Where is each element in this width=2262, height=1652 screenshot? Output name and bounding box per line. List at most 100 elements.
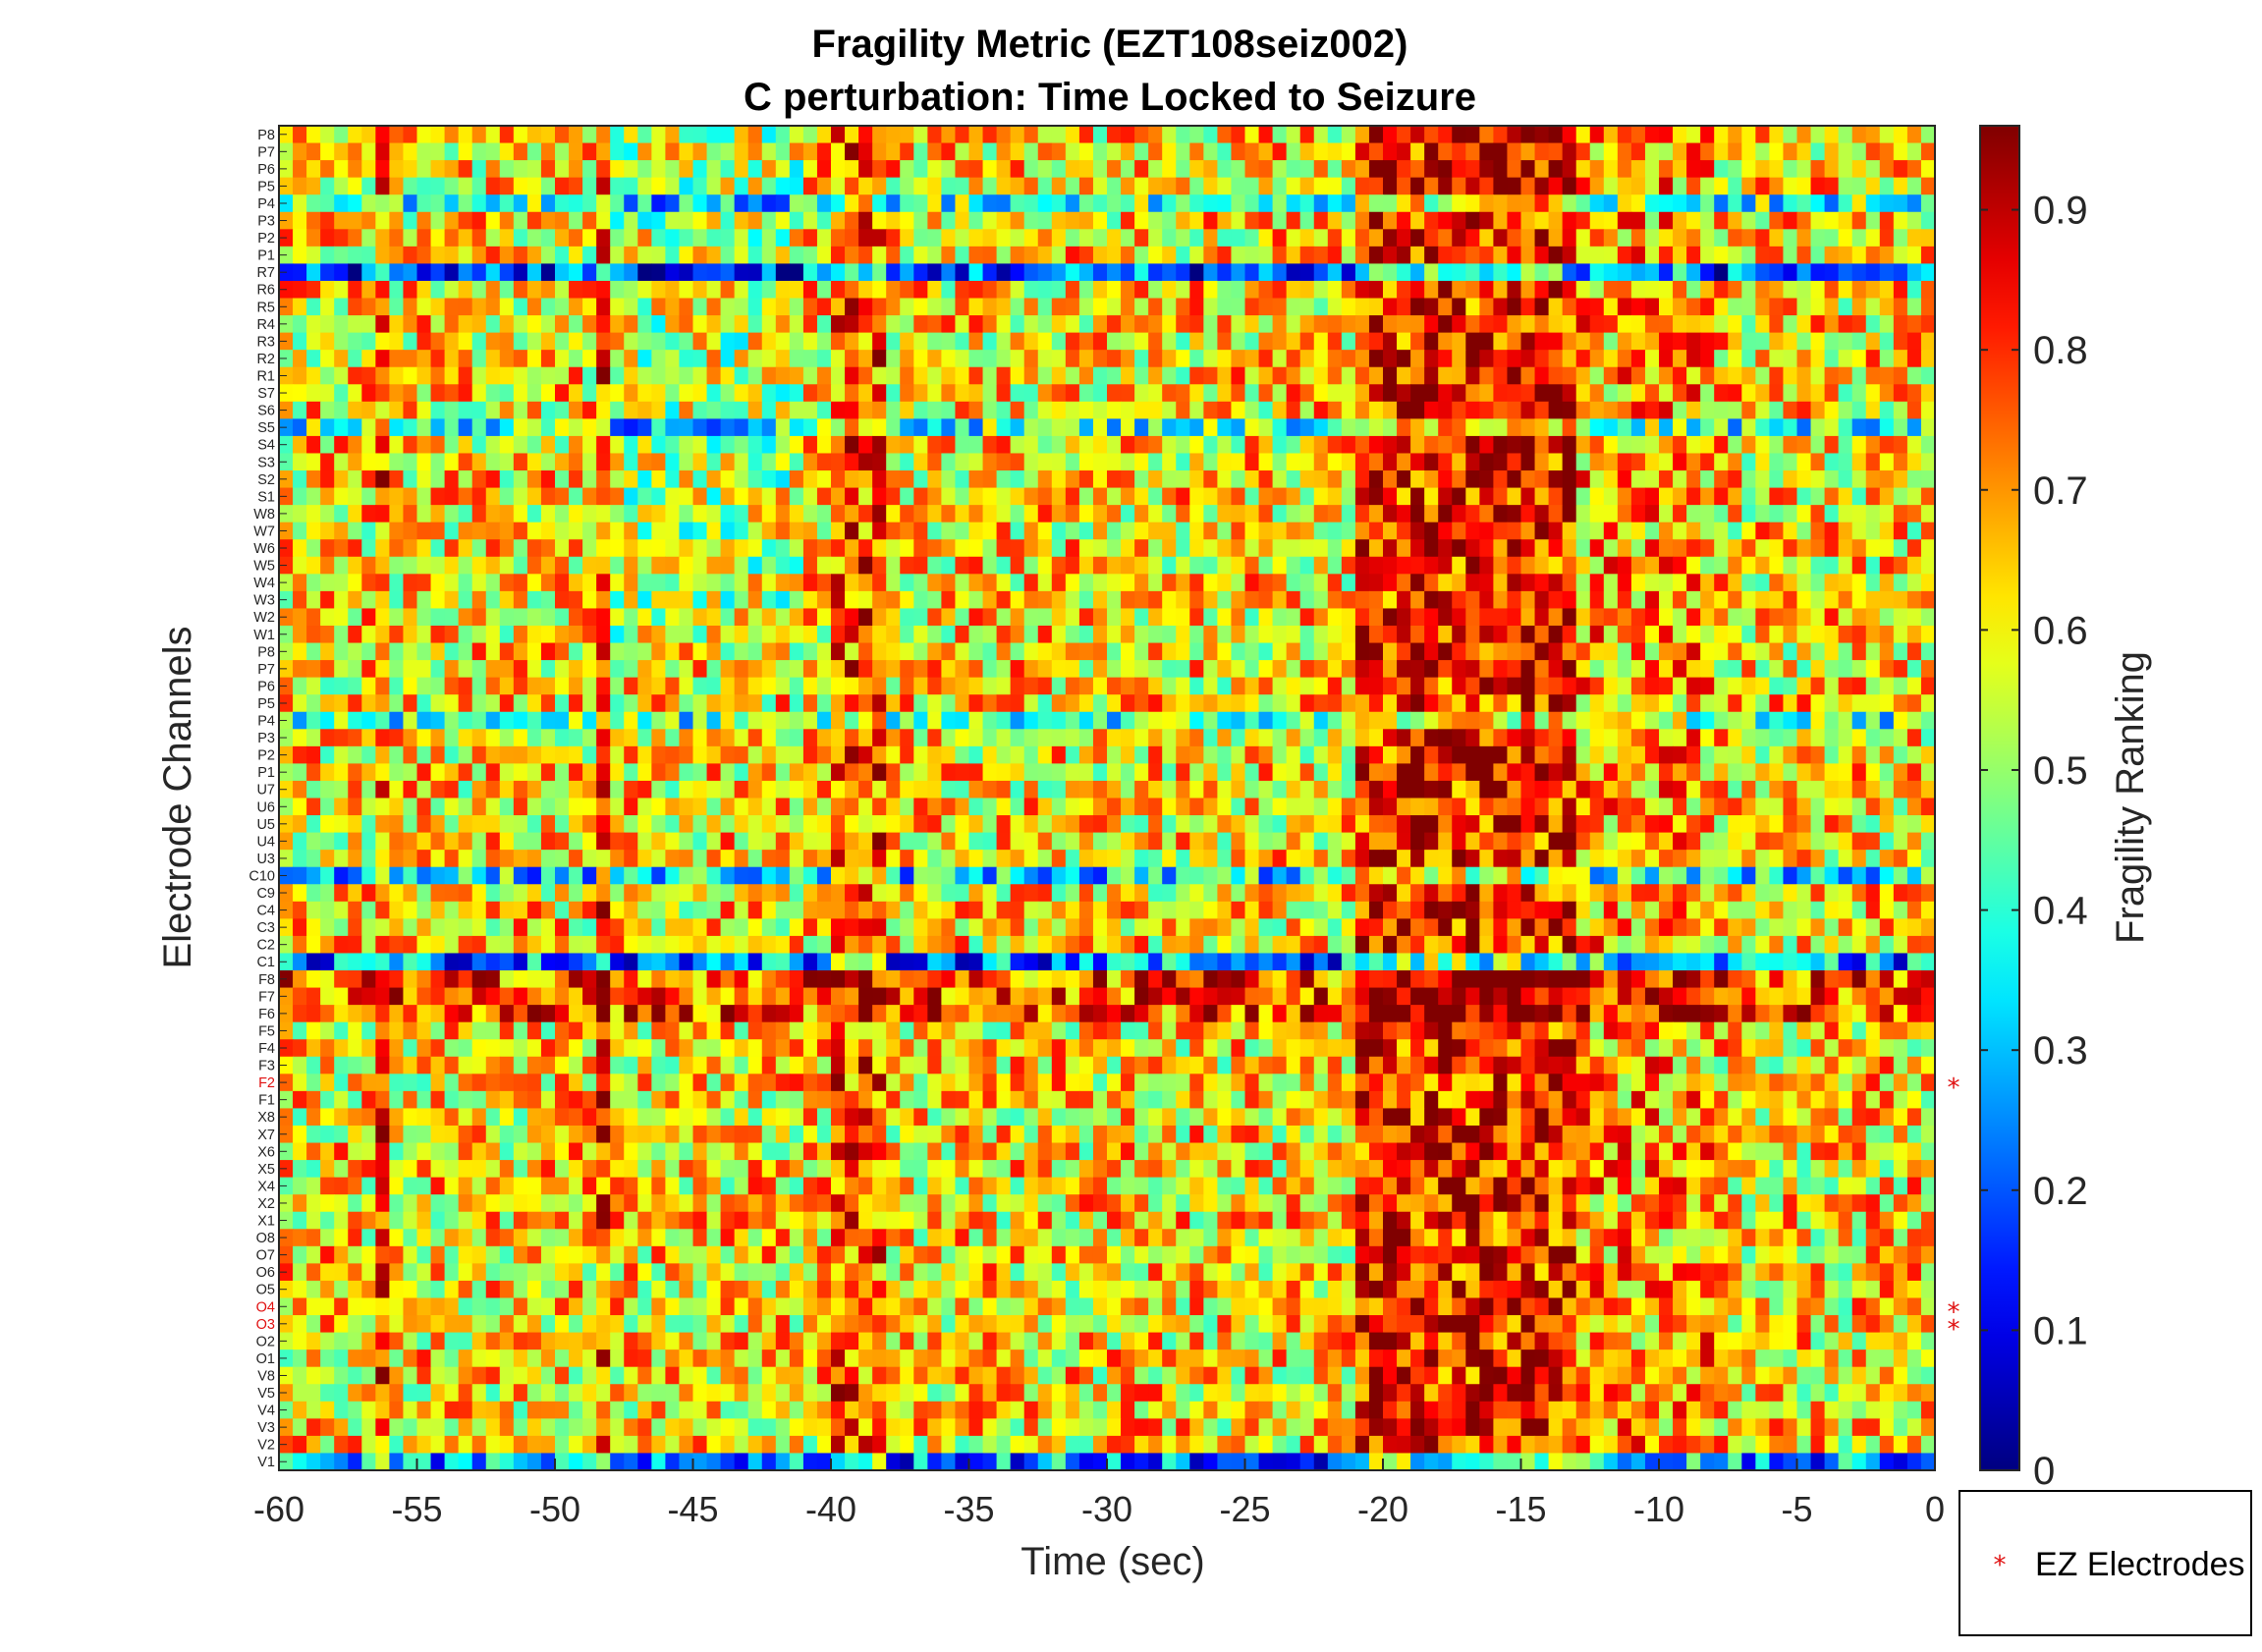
- heatmap-cell: [1603, 332, 1619, 351]
- heatmap-cell: [1769, 315, 1785, 334]
- heatmap-cell: [1258, 694, 1274, 713]
- heatmap-cell: [1769, 332, 1785, 351]
- heatmap-cell: [596, 815, 611, 834]
- heatmap-cell: [1148, 505, 1163, 523]
- heatmap-cell: [1368, 160, 1384, 179]
- heatmap-cell: [1659, 126, 1674, 144]
- heatmap-cell: [1603, 729, 1619, 747]
- heatmap-cell: [1728, 642, 1742, 661]
- heatmap-cell: [458, 211, 473, 230]
- heatmap-cell: [747, 763, 763, 782]
- heatmap-cell: [1630, 435, 1646, 455]
- heatmap-cell: [430, 280, 446, 300]
- heatmap-cell: [1562, 745, 1577, 764]
- heatmap-cell: [706, 315, 722, 334]
- heatmap-cell: [802, 660, 818, 679]
- heatmap-cell: [1107, 745, 1122, 764]
- heatmap-cell: [1507, 574, 1522, 592]
- heatmap-cell: [761, 815, 777, 834]
- heatmap-cell: [1244, 660, 1260, 679]
- heatmap-cell: [1851, 745, 1867, 764]
- heatmap-cell: [637, 677, 652, 695]
- heatmap-cell: [1051, 556, 1067, 575]
- heatmap-cell: [1548, 315, 1564, 334]
- heatmap-cell: [1313, 574, 1329, 592]
- heatmap-cell: [1010, 160, 1025, 179]
- heatmap-cell: [872, 418, 887, 437]
- heatmap-cell: [789, 694, 804, 713]
- heatmap-cell: [927, 142, 942, 161]
- heatmap-cell: [1176, 229, 1190, 248]
- heatmap-cell: [1299, 401, 1315, 419]
- heatmap-cell: [1189, 522, 1204, 540]
- heatmap-cell: [361, 780, 376, 799]
- heatmap-cell: [389, 401, 405, 419]
- heatmap-cell: [348, 711, 362, 730]
- heatmap-cell: [1203, 280, 1218, 300]
- heatmap-cell: [858, 126, 873, 144]
- heatmap-cell: [1023, 177, 1039, 195]
- heatmap-cell: [375, 505, 390, 523]
- heatmap-cell: [1383, 745, 1398, 764]
- heatmap-cell: [816, 211, 832, 230]
- heatmap-cell: [720, 574, 736, 592]
- heatmap-cell: [1037, 315, 1053, 334]
- heatmap-cell: [1217, 625, 1233, 644]
- heatmap-cell: [1630, 298, 1646, 316]
- heatmap-cell: [1673, 798, 1687, 816]
- heatmap-cell: [444, 298, 460, 316]
- heatmap-cell: [348, 315, 362, 334]
- heatmap-cell: [1051, 745, 1067, 764]
- heatmap-cell: [831, 263, 846, 282]
- heatmap-cell: [1410, 229, 1425, 248]
- heatmap-cell: [320, 815, 335, 834]
- heatmap-cell: [1755, 539, 1770, 558]
- heatmap-cell: [761, 177, 777, 195]
- heatmap-cell: [1037, 350, 1053, 368]
- heatmap-cell: [1258, 574, 1274, 592]
- heatmap-cell: [596, 729, 611, 747]
- heatmap-cell: [1010, 142, 1025, 161]
- heatmap-cell: [389, 280, 405, 300]
- heatmap-cell: [444, 711, 460, 730]
- heatmap-cell: [1659, 246, 1674, 265]
- heatmap-cell: [499, 522, 515, 540]
- heatmap-cell: [1286, 556, 1301, 575]
- heatmap-cell: [569, 608, 583, 627]
- heatmap-cell: [1562, 815, 1577, 834]
- heatmap-cell: [913, 522, 928, 540]
- heatmap-cell: [320, 677, 335, 695]
- heatmap-cell: [555, 401, 570, 419]
- heatmap-cell: [1493, 780, 1509, 799]
- heatmap-cell: [886, 487, 901, 506]
- heatmap-cell: [1383, 315, 1398, 334]
- heatmap-cell: [1686, 211, 1701, 230]
- heatmap-cell: [458, 401, 473, 419]
- heatmap-cell: [320, 574, 335, 592]
- heatmap-cell: [1023, 435, 1039, 455]
- heatmap-cell: [348, 660, 362, 679]
- heatmap-cell: [1051, 142, 1067, 161]
- heatmap-cell: [927, 418, 942, 437]
- heatmap-cell: [1920, 608, 1936, 627]
- heatmap-cell: [802, 246, 818, 265]
- heatmap-cell: [306, 539, 321, 558]
- heatmap-cell: [526, 160, 542, 179]
- heatmap-cell: [927, 815, 942, 834]
- heatmap-cell: [1507, 590, 1522, 610]
- heatmap-cell: [1368, 142, 1384, 161]
- heatmap-cell: [1893, 522, 1908, 540]
- heatmap-cell: [982, 418, 998, 437]
- heatmap-cell: [651, 263, 666, 282]
- heatmap-cell: [1051, 505, 1067, 523]
- heatmap-cell: [1078, 711, 1094, 730]
- heatmap-cell: [1410, 763, 1425, 782]
- heatmap-cell: [968, 453, 984, 471]
- heatmap-cell: [761, 229, 777, 248]
- heatmap-cell: [348, 780, 362, 799]
- heatmap-cell: [1603, 126, 1619, 144]
- heatmap-cell: [1341, 815, 1356, 834]
- heatmap-cell: [1107, 642, 1122, 661]
- heatmap-cell: [1286, 332, 1301, 351]
- heatmap-cell: [982, 350, 998, 368]
